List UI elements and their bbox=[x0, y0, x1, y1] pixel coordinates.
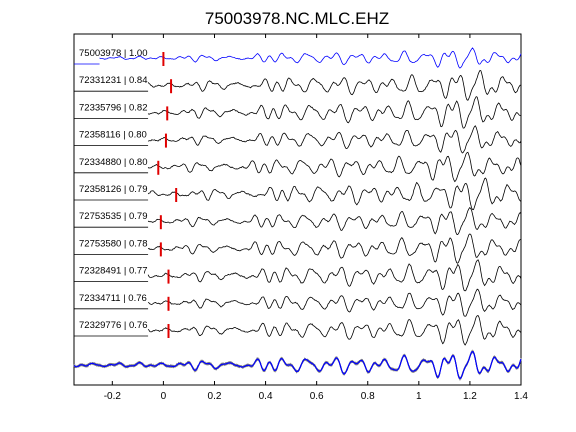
trace-label-2: 72331231 | 0.84 bbox=[79, 75, 148, 86]
trace-label-5: 72334880 | 0.80 bbox=[79, 157, 148, 168]
x-tick-label-3: 0.2 bbox=[208, 391, 222, 402]
trace-label-1: 75003978 | 1.00 bbox=[79, 48, 148, 59]
trace-label-3: 72335796 | 0.82 bbox=[79, 102, 148, 113]
trace-line-4 bbox=[147, 125, 522, 154]
trace-label-7: 72753535 | 0.79 bbox=[79, 211, 148, 222]
pick-marker-group bbox=[157, 52, 178, 338]
x-tick-label-8: 1.2 bbox=[463, 391, 477, 402]
trace-line-8 bbox=[147, 233, 522, 264]
stack-overlay-8 bbox=[73, 350, 522, 380]
x-tick-label-7: 1 bbox=[416, 391, 422, 402]
x-tick-label-4: 0.4 bbox=[259, 391, 273, 402]
trace-label-group: 75003978 | 1.00 72331231 | 0.84 72335796 |… bbox=[79, 48, 148, 331]
trace-line-1 bbox=[99, 47, 522, 69]
trace-line-10 bbox=[147, 288, 522, 317]
trace-line-6 bbox=[147, 177, 522, 211]
trace-line-2 bbox=[147, 69, 522, 101]
stack-reference bbox=[73, 350, 522, 380]
x-tick-label-5: 0.6 bbox=[310, 391, 324, 402]
trace-line-7 bbox=[147, 207, 522, 235]
x-tick-label-9: 1.4 bbox=[514, 391, 528, 402]
x-tick-label-1: -0.2 bbox=[104, 391, 122, 402]
x-tick-label-2: 0 bbox=[161, 391, 167, 402]
trace-group bbox=[74, 47, 522, 346]
trace-line-5 bbox=[147, 151, 522, 183]
trace-label-6: 72358126 | 0.79 bbox=[79, 184, 148, 195]
trace-line-9 bbox=[147, 259, 522, 292]
x-tick-label-6: 0.8 bbox=[361, 391, 375, 402]
chart-title: 75003978.NC.MLC.EHZ bbox=[205, 9, 389, 28]
trace-line-3 bbox=[147, 96, 522, 129]
trace-label-9: 72328491 | 0.77 bbox=[79, 266, 148, 277]
stacked-overlay bbox=[73, 349, 522, 381]
trace-label-10: 72334711 | 0.76 bbox=[79, 293, 147, 304]
trace-line-11 bbox=[147, 315, 522, 346]
trace-label-4: 72358116 | 0.80 bbox=[79, 130, 147, 141]
x-axis: -0.2 0 0.2 0.4 0.6 0.8 1 1.2 1.4 bbox=[104, 34, 528, 402]
trace-label-8: 72753580 | 0.78 bbox=[79, 238, 148, 249]
trace-label-11: 72329776 | 0.76 bbox=[79, 320, 148, 331]
plot-frame bbox=[73, 33, 522, 386]
